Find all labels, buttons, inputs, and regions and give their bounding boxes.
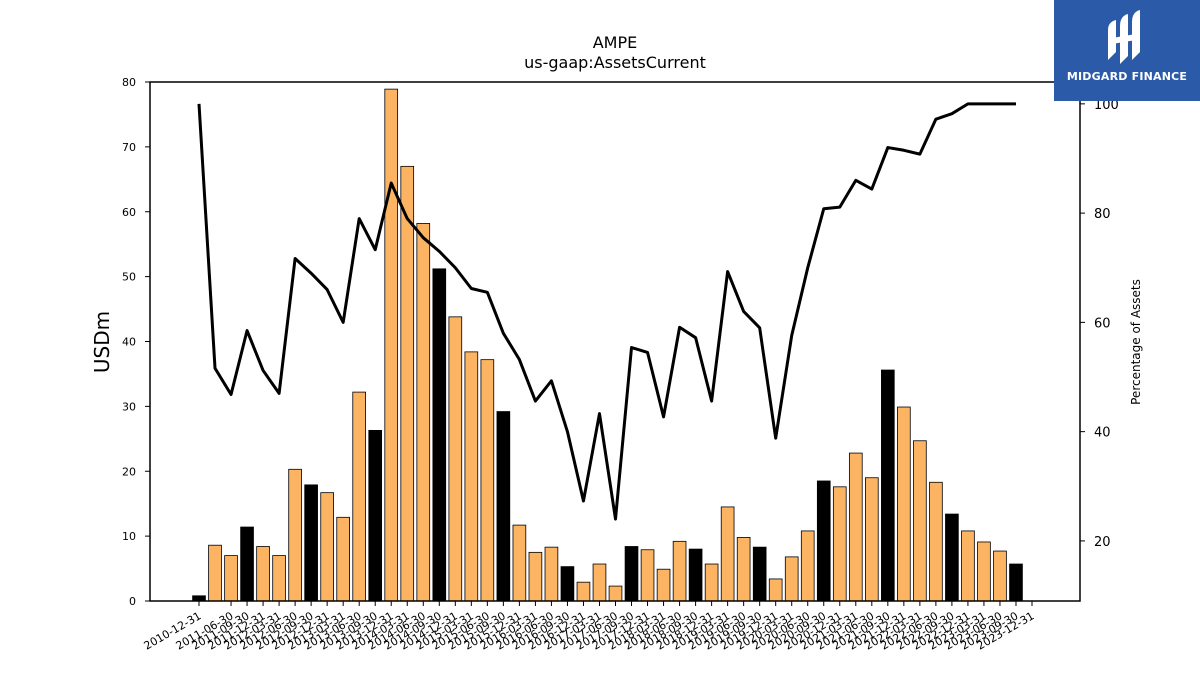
bar-2018-06-30 xyxy=(672,540,687,602)
bar-2016-03-31 xyxy=(528,551,543,602)
bar-2012-03-31 xyxy=(272,555,286,602)
bar-2018-12-31 xyxy=(704,563,719,602)
bar-2011-12-31 xyxy=(256,546,270,602)
bar-2018-03-31 xyxy=(656,568,671,602)
bar-2014-09-30 xyxy=(432,268,447,602)
bar-2014-06-30 xyxy=(416,223,431,602)
bar-2013-12-31 xyxy=(384,88,399,602)
bar-2016-09-30 xyxy=(560,566,575,602)
bar-2023-03-31 xyxy=(977,541,991,602)
right-tick-label: 80 xyxy=(1094,207,1111,222)
bar-2022-12-31 xyxy=(961,530,975,602)
bar-2019-12-31 xyxy=(768,578,783,602)
bar-2010-12-31 xyxy=(192,595,206,602)
midgard-finance-logo: MIDGARD FINANCE xyxy=(1054,0,1200,101)
left-tick-label: 50 xyxy=(122,271,136,284)
left-tick-label: 10 xyxy=(122,530,136,543)
bar-series xyxy=(192,88,1023,602)
bar-2022-03-31 xyxy=(913,440,927,602)
bar-2011-03-31 xyxy=(208,544,222,602)
bar-2012-06-30 xyxy=(288,468,302,602)
bar-2017-03-31 xyxy=(592,563,607,602)
y-axis-label: USDm xyxy=(90,311,114,373)
bar-2019-03-31 xyxy=(720,506,735,602)
logo-mark-icon xyxy=(1108,10,1140,64)
left-tick-label: 70 xyxy=(122,141,136,154)
bar-2021-03-31 xyxy=(848,452,863,602)
bar-2023-09-30 xyxy=(1009,563,1023,602)
bar-2023-06-30 xyxy=(993,550,1007,602)
bar-2021-06-30 xyxy=(865,477,879,602)
bar-2012-09-30 xyxy=(304,484,318,602)
bar-2017-06-30 xyxy=(608,585,623,602)
left-tick-label: 30 xyxy=(122,400,136,413)
left-tick-label: 20 xyxy=(122,465,136,478)
bar-2021-12-31 xyxy=(897,406,911,602)
bar-2017-12-31 xyxy=(640,549,655,602)
bar-2022-09-30 xyxy=(945,513,959,602)
bar-2020-03-31 xyxy=(784,556,799,602)
percentage-line-series xyxy=(197,102,1016,521)
bar-2015-03-31 xyxy=(464,351,479,602)
bar-2020-06-30 xyxy=(800,530,815,602)
bar-2013-09-30 xyxy=(368,429,383,602)
bar-2021-09-30 xyxy=(881,369,895,602)
bar-2011-09-30 xyxy=(240,526,254,602)
bar-2015-09-30 xyxy=(496,411,511,602)
bar-2014-12-31 xyxy=(448,316,463,602)
right-tick-label: 20 xyxy=(1094,535,1111,550)
left-tick-label: 80 xyxy=(122,76,136,89)
bar-2018-09-30 xyxy=(688,548,703,602)
left-tick-label: 60 xyxy=(122,206,136,219)
y-axis-right-label: Percentage of Assets xyxy=(1129,279,1143,405)
chart-title: AMPE xyxy=(593,33,638,52)
bar-2016-06-30 xyxy=(544,546,559,602)
bar-2022-06-30 xyxy=(929,481,943,602)
percentage-line xyxy=(197,102,1016,521)
bar-2019-09-30 xyxy=(752,546,767,602)
bar-2015-12-31 xyxy=(512,524,527,602)
bar-2020-09-30 xyxy=(816,480,831,602)
left-tick-label: 0 xyxy=(129,595,136,608)
bar-2013-03-31 xyxy=(336,516,350,602)
bar-2013-06-30 xyxy=(352,391,366,602)
bar-2016-12-31 xyxy=(576,581,591,602)
bar-2017-09-30 xyxy=(624,546,639,602)
right-tick-label: 40 xyxy=(1094,426,1111,441)
x-axis-ticks: 2010-12-312011-06-302011-09-302011-12-31… xyxy=(142,601,1037,653)
left-axis-ticks: 0 10 20 30 40 50 60 70 80 xyxy=(122,76,150,608)
bar-2019-06-30 xyxy=(736,537,751,602)
chart-subtitle: us-gaap:AssetsCurrent xyxy=(524,53,706,72)
right-tick-label: 100 xyxy=(1094,98,1119,113)
right-tick-label: 60 xyxy=(1094,316,1111,331)
bar-2015-06-30 xyxy=(480,359,495,602)
logo-text: MIDGARD FINANCE xyxy=(1066,70,1188,83)
bar-2014-03-31 xyxy=(400,165,415,602)
left-tick-label: 40 xyxy=(122,336,136,349)
right-axis-ticks: 20 40 60 80 100 xyxy=(1080,98,1119,550)
bar-2011-06-30 xyxy=(224,555,238,602)
bar-2020-12-31 xyxy=(832,486,847,602)
bar-2012-12-31 xyxy=(320,492,334,602)
